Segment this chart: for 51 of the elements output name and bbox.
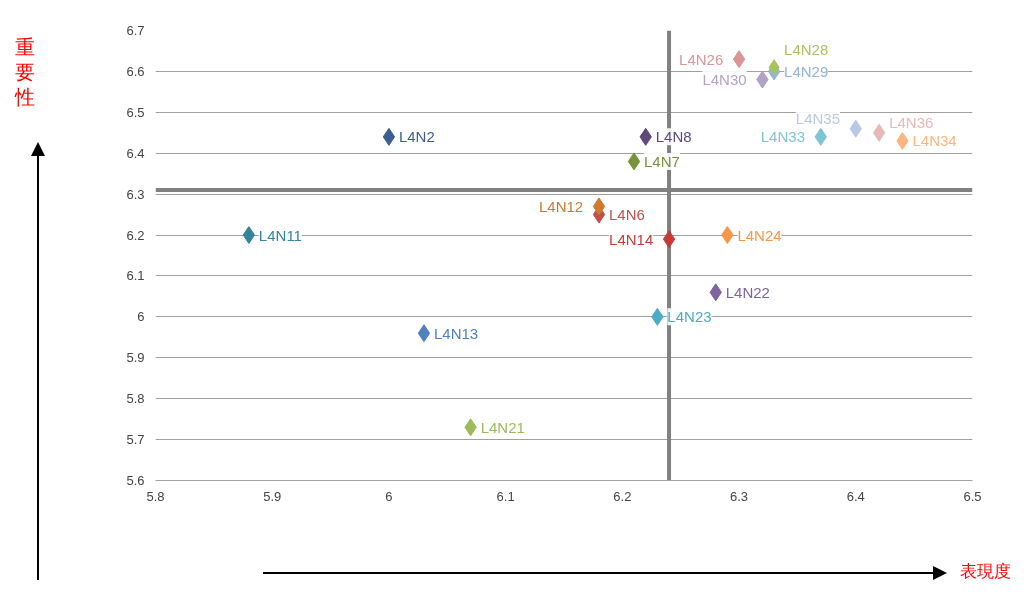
x-tick-label: 5.9 bbox=[263, 488, 282, 504]
series-label: L4N22 bbox=[725, 283, 770, 301]
y-tick-label: 5.9 bbox=[126, 350, 145, 366]
point bbox=[768, 59, 780, 76]
series-label: L4N13 bbox=[433, 324, 479, 342]
point bbox=[242, 226, 256, 245]
series-label: L4N34 bbox=[912, 132, 957, 150]
series-label: L4N29 bbox=[784, 62, 829, 80]
y-tick-label: 6.4 bbox=[126, 145, 145, 161]
series-label: L4N23 bbox=[667, 308, 712, 326]
series-label: L4N30 bbox=[702, 71, 747, 89]
y-tick-label: 6.7 bbox=[126, 23, 145, 38]
point bbox=[627, 152, 641, 171]
point bbox=[662, 230, 676, 249]
series-label: L4N35 bbox=[795, 110, 840, 128]
x-axis-title: 表現度 bbox=[960, 560, 1011, 583]
series-label: L4N2 bbox=[398, 128, 435, 146]
point bbox=[872, 123, 886, 142]
series-label: L4N21 bbox=[480, 418, 525, 436]
y-tick-label: 6.6 bbox=[126, 63, 145, 79]
y-tick-label: 6.2 bbox=[126, 227, 145, 243]
y-tick-label: 6.3 bbox=[126, 186, 145, 202]
x-tick-label: 6 bbox=[385, 488, 393, 504]
series-label: L4N12 bbox=[539, 197, 584, 215]
series-label: L4N14 bbox=[609, 230, 654, 248]
point bbox=[417, 324, 431, 343]
y-tick-label: 6.5 bbox=[126, 104, 145, 120]
series-label: L4N24 bbox=[737, 226, 782, 244]
series-label: L4N28 bbox=[784, 40, 829, 58]
point bbox=[382, 127, 396, 146]
y-tick-label: 6.1 bbox=[126, 268, 145, 284]
x-tick-label: 6.1 bbox=[496, 488, 515, 504]
y-axis-title: 重要性 bbox=[15, 35, 35, 110]
series-label: L4N6 bbox=[609, 206, 645, 224]
series-label: L4N33 bbox=[760, 128, 805, 146]
y-tick-label: 5.7 bbox=[126, 432, 145, 448]
x-tick-label: 6.3 bbox=[730, 488, 749, 504]
series-label: L4N8 bbox=[655, 128, 692, 146]
x-tick-label: 6.4 bbox=[846, 488, 865, 504]
y-tick-label: 5.8 bbox=[126, 391, 145, 407]
series-label: L4N36 bbox=[889, 114, 934, 132]
series-label: L4N7 bbox=[644, 152, 680, 170]
series-label: L4N11 bbox=[258, 226, 302, 244]
x-tick-label: 6.5 bbox=[963, 488, 982, 504]
y-tick-label: 5.6 bbox=[126, 473, 145, 488]
x-tick-label: 6.2 bbox=[613, 488, 632, 504]
y-tick-label: 6 bbox=[137, 309, 145, 325]
series-label: L4N26 bbox=[679, 50, 724, 68]
x-tick-label: 5.8 bbox=[146, 488, 165, 504]
point bbox=[592, 197, 606, 216]
point bbox=[732, 50, 746, 69]
